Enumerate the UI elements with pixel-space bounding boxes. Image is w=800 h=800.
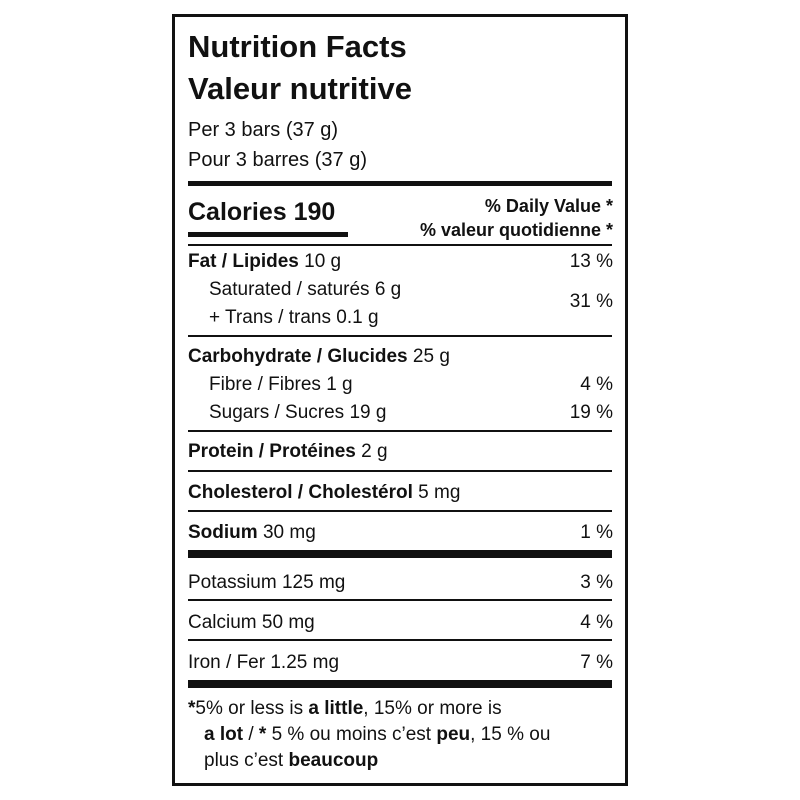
- nutrient-name: Carbohydrate / Glucides: [188, 346, 408, 367]
- calories: Calories 190: [188, 197, 335, 227]
- dv: 19 %: [569, 402, 613, 423]
- potassium: Potassium 125 mg: [188, 572, 346, 593]
- footnote-text: 5 % ou moins c’est: [266, 724, 437, 745]
- footnote-line: a lot / * 5 % ou moins c’est peu, 15 % o…: [204, 724, 550, 746]
- dv: 4 %: [580, 612, 613, 633]
- rule: [188, 510, 612, 512]
- nutrient-name: Fat / Lipides: [188, 251, 299, 272]
- calories-value: 190: [293, 198, 336, 226]
- carbohydrate: Carbohydrate / Glucides 25 g: [188, 346, 450, 368]
- footnote-text: a little: [308, 698, 364, 719]
- footnote-text: , 15 % ou: [470, 724, 551, 745]
- rule: [188, 244, 612, 246]
- dv: 3 %: [580, 572, 613, 593]
- amount: 25 g: [412, 346, 450, 367]
- footnote-text: peu: [436, 724, 471, 745]
- fat: Fat / Lipides 10 g: [188, 251, 341, 273]
- footnote-text: *: [258, 724, 267, 745]
- daily-value-fr: % valeur quotidienne *: [419, 220, 613, 240]
- title-fr: Valeur nutritive: [188, 71, 412, 106]
- amount: 10 g: [304, 251, 342, 272]
- dv: 31 %: [569, 291, 613, 312]
- calories-rule: [188, 232, 348, 237]
- serving-fr: Pour 3 barres (37 g): [188, 149, 367, 171]
- amount: 5 mg: [418, 482, 461, 503]
- cholesterol: Cholesterol / Cholestérol 5 mg: [188, 482, 460, 504]
- thick-rule: [188, 680, 612, 688]
- footnote-line: *5% or less is a little, 15% or more is: [188, 698, 502, 720]
- sodium: Sodium 30 mg: [188, 522, 316, 544]
- amount: 30 mg: [262, 522, 316, 543]
- trans: + Trans / trans 0.1 g: [209, 307, 379, 328]
- rule: [188, 470, 612, 472]
- dv: 1 %: [580, 522, 613, 543]
- footnote-text: /: [243, 724, 259, 745]
- footnote-text: beaucoup: [288, 750, 379, 771]
- sugars: Sugars / Sucres 19 g: [209, 402, 387, 423]
- fibre: Fibre / Fibres 1 g: [209, 374, 353, 395]
- footnote-text: , 15% or more is: [363, 698, 502, 719]
- iron: Iron / Fer 1.25 mg: [188, 652, 340, 673]
- rule: [188, 639, 612, 641]
- rule: [188, 335, 612, 337]
- nutrient-name: Cholesterol / Cholestérol: [188, 482, 413, 503]
- nutrition-label: Nutrition Facts Valeur nutritive Per 3 b…: [172, 14, 628, 786]
- dv: 4 %: [580, 374, 613, 395]
- amount: 2 g: [361, 441, 388, 462]
- dv: 7 %: [580, 652, 613, 673]
- serving: Per 3 bars (37 g): [188, 119, 339, 141]
- thick-rule: [188, 181, 612, 186]
- footnote-text: 5% or less is: [195, 698, 309, 719]
- nutrient-name: Protein / Protéines: [188, 441, 356, 462]
- thick-rule: [188, 550, 612, 558]
- protein: Protein / Protéines 2 g: [188, 441, 388, 463]
- footnote-text: a lot: [204, 724, 244, 745]
- calcium: Calcium 50 mg: [188, 612, 315, 633]
- calories-label: Calories: [188, 198, 287, 226]
- dv: 13 %: [569, 251, 613, 272]
- daily-value: % Daily Value *: [484, 196, 613, 216]
- rule: [188, 430, 612, 432]
- footnote-line: plus c’est beaucoup: [204, 750, 378, 772]
- rule: [188, 599, 612, 601]
- saturated: Saturated / saturés 6 g: [209, 279, 402, 300]
- footnote-text: *: [188, 698, 196, 719]
- nutrient-name: Sodium: [188, 522, 258, 543]
- title: Nutrition Facts: [188, 29, 407, 64]
- footnote-text: plus c’est: [204, 750, 289, 771]
